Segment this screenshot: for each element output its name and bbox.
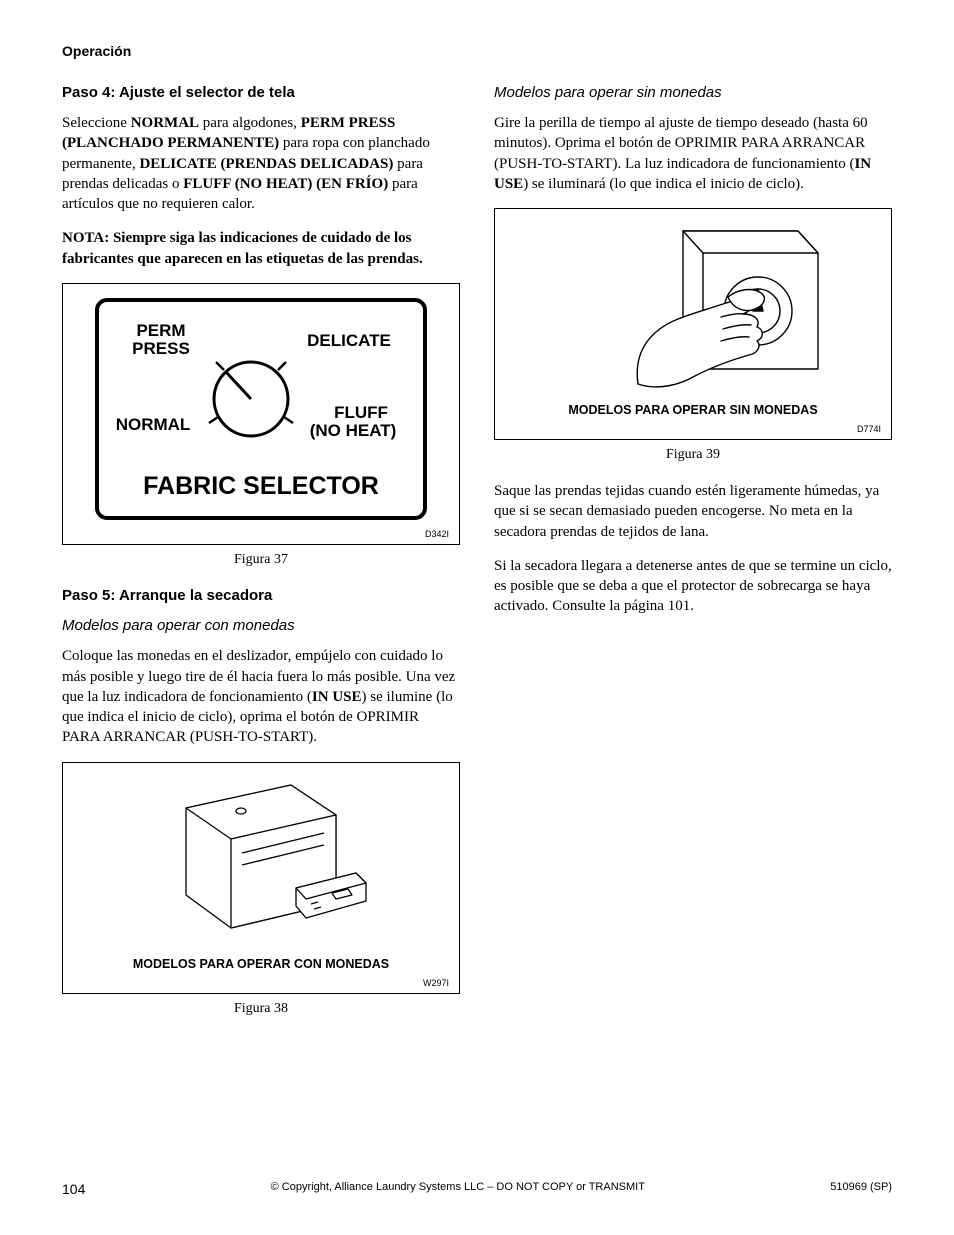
- step4-paragraph: Seleccione NORMAL para algodones, PERM P…: [62, 113, 460, 214]
- section-header: Operación: [62, 42, 892, 61]
- figure-39-box: MODELOS PARA OPERAR SIN MONEDAS D774I: [494, 208, 892, 440]
- bold-fluff: FLUFF (NO HEAT) (EN FRÍO): [183, 176, 388, 192]
- bold-delicate: DELICATE (PRENDAS DELICADAS): [139, 156, 393, 172]
- figure-38-code: W297I: [73, 977, 449, 989]
- figure-37-code: D342I: [73, 528, 449, 540]
- fabric-selector-icon: PERM PRESS DELICATE NORMAL FLUFF (NO HEA…: [91, 294, 431, 524]
- bold-normal: NORMAL: [131, 115, 199, 131]
- copyright: © Copyright, Alliance Laundry Systems LL…: [62, 1180, 892, 1195]
- text: ) se iluminará (lo que indica el inicio …: [523, 176, 804, 192]
- doc-number: 510969 (SP): [830, 1180, 892, 1195]
- svg-text:PERM: PERM: [136, 321, 185, 340]
- timer-knob-hand-icon: [543, 219, 843, 394]
- figure-37-illustration: PERM PRESS DELICATE NORMAL FLUFF (NO HEA…: [73, 294, 449, 524]
- svg-text:PRESS: PRESS: [132, 339, 190, 358]
- figure-38-illustration: [73, 773, 449, 948]
- coin-slider-icon: [136, 773, 386, 948]
- fabric-selector-title: FABRIC SELECTOR: [143, 472, 379, 500]
- bold-in-use: IN USE: [312, 689, 362, 705]
- figure-38-label: MODELOS PARA OPERAR CON MONEDAS: [73, 956, 449, 973]
- right-para1: Gire la perilla de tiempo al ajuste de t…: [494, 113, 892, 194]
- svg-text:(NO HEAT): (NO HEAT): [310, 421, 397, 440]
- text: Gire la perilla de tiempo al ajuste de t…: [494, 115, 868, 172]
- step5-heading: Paso 5: Arranque la secadora: [62, 586, 460, 606]
- right-column: Modelos para operar sin monedas Gire la …: [494, 83, 892, 1035]
- page-number: 104: [62, 1180, 85, 1199]
- right-subhead: Modelos para operar sin monedas: [494, 83, 892, 103]
- page-footer: 104 510969 (SP) © Copyright, Alliance La…: [62, 1180, 892, 1199]
- left-column: Paso 4: Ajuste el selector de tela Selec…: [62, 83, 460, 1035]
- figure-39-illustration: [505, 219, 881, 394]
- figure-38-caption: Figura 38: [62, 1000, 460, 1019]
- text: para algodones,: [199, 115, 301, 131]
- text: Seleccione: [62, 115, 131, 131]
- svg-text:NORMAL: NORMAL: [116, 415, 191, 434]
- figure-39-label: MODELOS PARA OPERAR SIN MONEDAS: [505, 402, 881, 419]
- figure-38-box: MODELOS PARA OPERAR CON MONEDAS W297I: [62, 762, 460, 994]
- right-para2: Saque las prendas tejidas cuando estén l…: [494, 481, 892, 542]
- step5-paragraph: Coloque las monedas en el deslizador, em…: [62, 646, 460, 747]
- step5-subhead: Modelos para operar con monedas: [62, 616, 460, 636]
- right-para3: Si la secadora llegara a detenerse antes…: [494, 556, 892, 617]
- figure-39-caption: Figura 39: [494, 446, 892, 465]
- figure-39-code: D774I: [505, 423, 881, 435]
- figure-37-box: PERM PRESS DELICATE NORMAL FLUFF (NO HEA…: [62, 283, 460, 545]
- svg-text:FLUFF: FLUFF: [334, 403, 388, 422]
- figure-37-caption: Figura 37: [62, 551, 460, 570]
- svg-text:DELICATE: DELICATE: [307, 331, 391, 350]
- step4-heading: Paso 4: Ajuste el selector de tela: [62, 83, 460, 103]
- step4-note: NOTA: Siempre siga las indicaciones de c…: [62, 228, 460, 269]
- two-column-layout: Paso 4: Ajuste el selector de tela Selec…: [62, 83, 892, 1035]
